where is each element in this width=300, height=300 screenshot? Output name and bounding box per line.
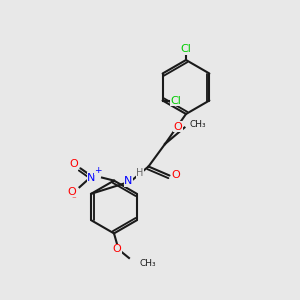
Text: N: N <box>124 176 133 187</box>
Text: +: + <box>94 166 102 175</box>
Text: N: N <box>87 172 96 183</box>
Text: CH₃: CH₃ <box>190 120 206 129</box>
Text: O: O <box>69 159 78 169</box>
Text: Cl: Cl <box>181 44 191 55</box>
Text: H: H <box>136 168 144 178</box>
Text: ⁻: ⁻ <box>71 195 76 204</box>
Text: Cl: Cl <box>171 95 182 106</box>
Text: O: O <box>172 170 181 181</box>
Text: O: O <box>68 187 76 197</box>
Text: O: O <box>112 244 122 254</box>
Text: CH₃: CH₃ <box>140 259 156 268</box>
Text: O: O <box>173 122 182 132</box>
